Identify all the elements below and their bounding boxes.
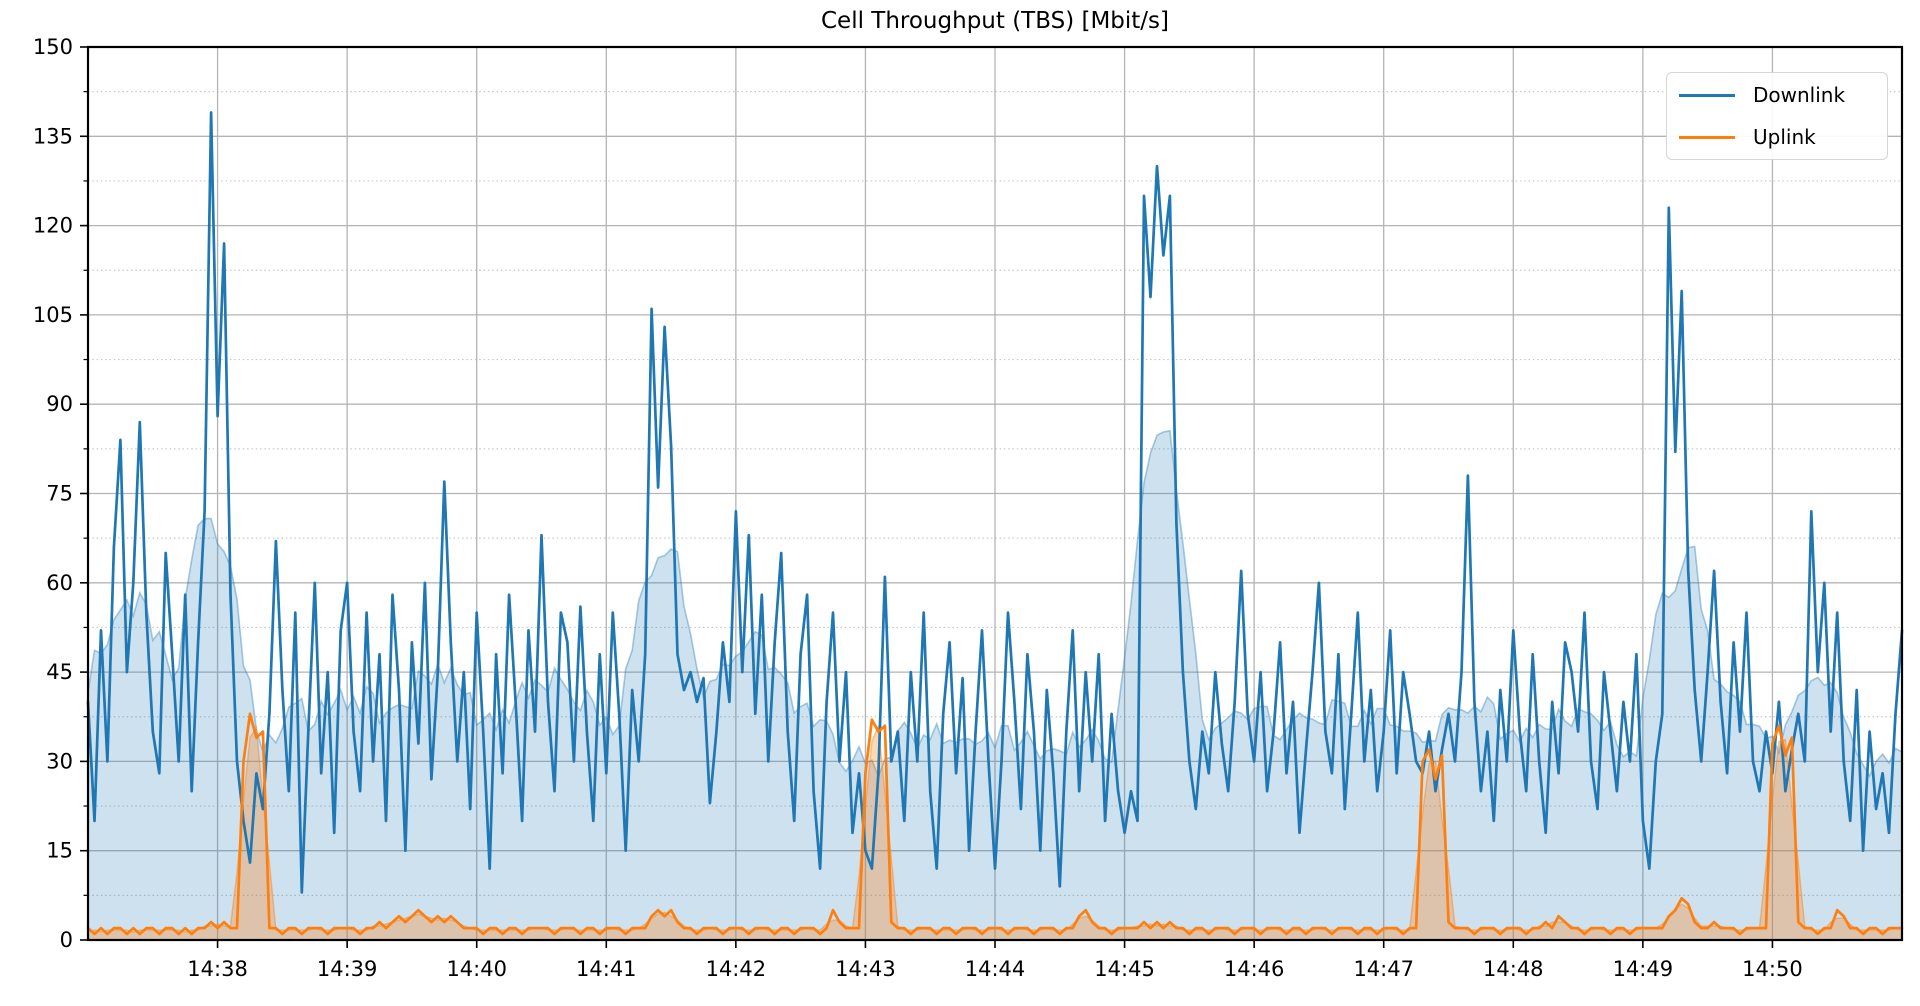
legend-entry-downlink: Downlink bbox=[1679, 75, 1887, 115]
y-tick-label: 0 bbox=[60, 928, 73, 952]
downlink-fill-area bbox=[88, 430, 1902, 940]
x-tick-label: 14:50 bbox=[1742, 957, 1803, 981]
x-tick-label: 14:43 bbox=[835, 957, 896, 981]
y-tick-label: 75 bbox=[46, 482, 73, 506]
legend-label-uplink: Uplink bbox=[1753, 125, 1816, 149]
y-tick-label: 30 bbox=[46, 749, 73, 773]
x-tick-label: 14:38 bbox=[187, 957, 248, 981]
uplink-line-sample-icon bbox=[1679, 135, 1735, 139]
x-tick-label: 14:42 bbox=[706, 957, 767, 981]
y-tick-label: 105 bbox=[33, 303, 73, 327]
downlink-line bbox=[86, 111, 1904, 894]
x-tick-label: 14:39 bbox=[317, 957, 378, 981]
x-tick-label: 14:41 bbox=[576, 957, 637, 981]
y-tick-label: 45 bbox=[46, 660, 73, 684]
uplink-fill-area bbox=[88, 725, 1902, 940]
legend: Downlink Uplink bbox=[1666, 72, 1888, 160]
y-tick-label: 90 bbox=[46, 392, 73, 416]
legend-entry-uplink: Uplink bbox=[1679, 117, 1887, 157]
x-tick-label: 14:47 bbox=[1353, 957, 1414, 981]
x-tick-label: 14:49 bbox=[1613, 957, 1674, 981]
x-tick-label: 14:40 bbox=[446, 957, 507, 981]
y-tick-label: 15 bbox=[46, 839, 73, 863]
y-tick-label: 150 bbox=[33, 35, 73, 59]
chart-title: Cell Throughput (TBS) [Mbit/s] bbox=[820, 8, 1170, 34]
x-tick-label: 14:45 bbox=[1094, 957, 1155, 981]
y-tick-label: 60 bbox=[46, 571, 73, 595]
x-tick-label: 14:48 bbox=[1483, 957, 1544, 981]
uplink-line bbox=[86, 712, 1904, 936]
x-tick-label: 14:46 bbox=[1224, 957, 1285, 981]
y-tick-label: 135 bbox=[33, 124, 73, 148]
downlink-line-sample-icon bbox=[1679, 93, 1735, 97]
legend-label-downlink: Downlink bbox=[1753, 83, 1846, 107]
y-tick-label: 120 bbox=[33, 214, 73, 238]
x-tick-label: 14:44 bbox=[965, 957, 1026, 981]
